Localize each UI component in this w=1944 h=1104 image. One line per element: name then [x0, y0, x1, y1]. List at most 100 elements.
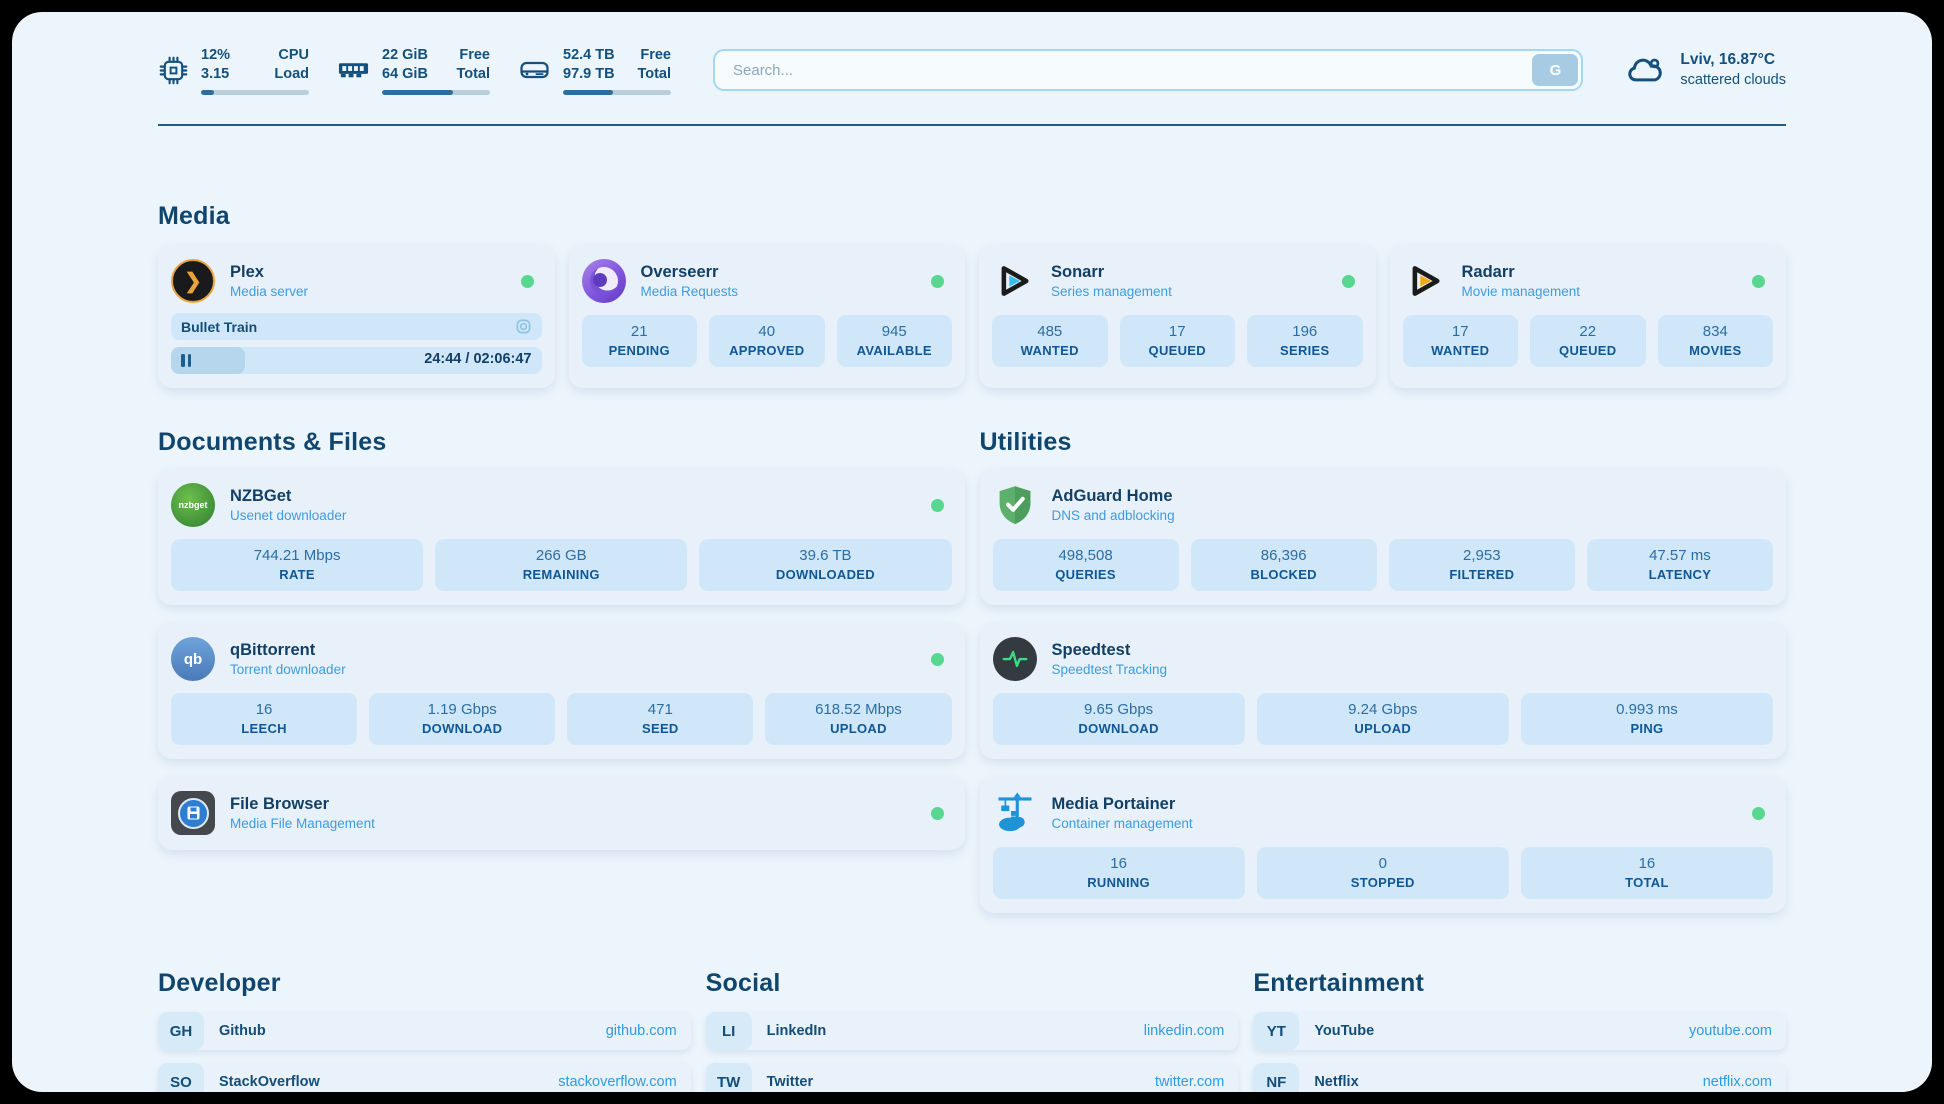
- playback-progress-bar: 24:44 / 02:06:47: [171, 347, 542, 374]
- app-card-nzbget[interactable]: nzbget NZBGet Usenet downloader 744.21 M…: [158, 469, 965, 605]
- app-card-filebrowser[interactable]: File Browser Media File Management: [158, 777, 965, 850]
- stat-label: QUEUED: [1559, 343, 1617, 358]
- ram-widget: 22 GiB 64 GiB Free Total: [337, 46, 490, 95]
- status-dot: [931, 274, 944, 288]
- stat-value: 485: [1037, 323, 1063, 340]
- weather-condition: scattered clouds: [1680, 72, 1786, 88]
- stat-pill: 834 MOVIES: [1657, 315, 1773, 367]
- stat-label: AVAILABLE: [856, 343, 932, 358]
- disk-progress-bar: [563, 89, 671, 95]
- bookmark-name: StackOverflow: [219, 1074, 320, 1090]
- stat-value: 39.6 TB: [799, 547, 852, 564]
- status-dot: [930, 652, 944, 666]
- stat-label: APPROVED: [729, 343, 805, 358]
- section-title-utilities: Utilities: [979, 428, 1072, 456]
- stat-value: 16: [1638, 855, 1656, 872]
- app-card-radarr[interactable]: Radarr Movie management 17 WANTED 22 QUE…: [1389, 245, 1786, 388]
- bookmark-badge: SO: [158, 1063, 204, 1092]
- qbittorrent-icon: qb: [171, 637, 215, 681]
- search-bar: G: [713, 49, 1584, 91]
- cpu-label: CPU: [278, 46, 309, 63]
- sonarr-icon: [992, 259, 1036, 303]
- stat-label: REMAINING: [522, 567, 600, 582]
- portainer-icon: [993, 791, 1037, 835]
- bookmark-netflix[interactable]: NF Netflix netflix.com: [1253, 1063, 1786, 1092]
- app-name: AdGuard Home: [1051, 487, 1173, 505]
- stat-value: 17: [1168, 323, 1186, 340]
- weather-location-temp: Lviv, 16.87°C: [1680, 51, 1776, 68]
- stat-value: 40: [758, 323, 776, 340]
- stat-value: 17: [1451, 323, 1469, 340]
- bookmark-name: YouTube: [1314, 1023, 1375, 1039]
- stat-value: 1.19 Gbps: [427, 701, 497, 718]
- bookmark-badge: YT: [1253, 1012, 1300, 1050]
- stat-label: DOWNLOAD: [1078, 721, 1159, 736]
- bookmark-youtube[interactable]: YT YouTube youtube.com: [1253, 1012, 1786, 1050]
- speedtest-icon: [992, 637, 1037, 681]
- app-subtitle: DNS and adblocking: [1051, 508, 1175, 523]
- app-subtitle: Speedtest Tracking: [1051, 662, 1168, 677]
- radarr-icon: [1403, 259, 1447, 303]
- section-title-documents: Documents & Files: [158, 428, 387, 456]
- stat-label: QUEUED: [1148, 343, 1206, 358]
- bookmark-linkedin[interactable]: LI LinkedIn linkedin.com: [705, 1012, 1239, 1050]
- stat-value: 834: [1702, 323, 1728, 340]
- app-card-sonarr[interactable]: Sonarr Series management 485 WANTED 17 Q…: [979, 245, 1376, 388]
- stat-pill: 86,396 BLOCKED: [1190, 539, 1377, 591]
- stat-label: PING: [1630, 721, 1664, 736]
- bookmark-github[interactable]: GH Github github.com: [158, 1012, 691, 1050]
- app-name: qBittorrent: [230, 641, 316, 659]
- app-card-qbittorrent[interactable]: qb qBittorrent Torrent downloader 16 LEE…: [158, 623, 965, 759]
- stat-label: PENDING: [608, 343, 670, 358]
- stat-pill: 485 WANTED: [992, 315, 1108, 367]
- stat-pill: 266 GB REMAINING: [435, 539, 688, 591]
- stat-value: 0.993 ms: [1616, 701, 1678, 718]
- bookmark-stackoverflow[interactable]: SO StackOverflow stackoverflow.com: [158, 1063, 691, 1092]
- stat-pill: 39.6 TB DOWNLOADED: [699, 539, 952, 591]
- stat-value: 86,396: [1260, 547, 1307, 564]
- overseerr-icon: [581, 259, 626, 303]
- stat-pill: 16 RUNNING: [992, 847, 1245, 899]
- stat-value: 498,508: [1058, 547, 1113, 564]
- search-input[interactable]: [713, 49, 1584, 91]
- app-subtitle: Media Requests: [640, 284, 739, 299]
- stat-label: DOWNLOADED: [775, 567, 875, 582]
- status-dot: [930, 806, 944, 820]
- google-search-button[interactable]: G: [1532, 54, 1579, 86]
- app-card-plex[interactable]: ❯ Plex Media server Bullet Train: [158, 245, 555, 388]
- adguard-icon: [993, 483, 1037, 527]
- app-card-adguard[interactable]: AdGuard Home DNS and adblocking 498,508 …: [979, 469, 1786, 605]
- stat-label: RATE: [279, 567, 315, 582]
- stat-pill: 16 TOTAL: [1520, 847, 1774, 899]
- stat-label: RUNNING: [1087, 875, 1150, 890]
- app-subtitle: Container management: [1051, 816, 1193, 831]
- status-dot: [1752, 806, 1765, 820]
- disk-total-label: Total: [637, 65, 671, 82]
- cpu-progress-bar: [201, 89, 309, 95]
- stat-pill: 1.19 Gbps DOWNLOAD: [369, 693, 556, 745]
- app-card-overseerr[interactable]: Overseerr Media Requests 21 PENDING 40 A…: [568, 245, 965, 388]
- stat-value: 21: [630, 323, 648, 340]
- stat-label: DOWNLOAD: [421, 721, 503, 736]
- section-entertainment: Entertainment YT YouTube youtube.com NF …: [1253, 969, 1786, 1092]
- app-card-portainer[interactable]: Media Portainer Container management 16 …: [979, 777, 1786, 913]
- stat-label: UPLOAD: [1354, 721, 1412, 736]
- cpu-load-value: 3.15: [201, 65, 230, 82]
- app-card-speedtest[interactable]: Speedtest Speedtest Tracking 9.65 Gbps D…: [979, 623, 1786, 759]
- app-name: File Browser: [230, 795, 330, 813]
- stat-value: 618.52 Mbps: [815, 701, 902, 718]
- bookmark-badge: NF: [1253, 1063, 1300, 1092]
- app-subtitle: Movie management: [1461, 284, 1581, 299]
- section-title-entertainment: Entertainment: [1253, 969, 1425, 997]
- stat-value: 16: [1110, 855, 1127, 872]
- bookmark-twitter[interactable]: TW Twitter twitter.com: [705, 1063, 1239, 1092]
- disk-widget: 52.4 TB 97.9 TB Free Total: [518, 46, 671, 95]
- stat-value: 2,953: [1463, 547, 1501, 564]
- cpu-widget: 12% 3.15 CPU Load: [158, 46, 309, 95]
- stat-value: 744.21 Mbps: [253, 547, 341, 564]
- app-name: Speedtest: [1051, 641, 1131, 659]
- screenshot-icon: [515, 318, 532, 335]
- stat-label: SERIES: [1280, 343, 1330, 358]
- stat-label: TOTAL: [1625, 875, 1669, 890]
